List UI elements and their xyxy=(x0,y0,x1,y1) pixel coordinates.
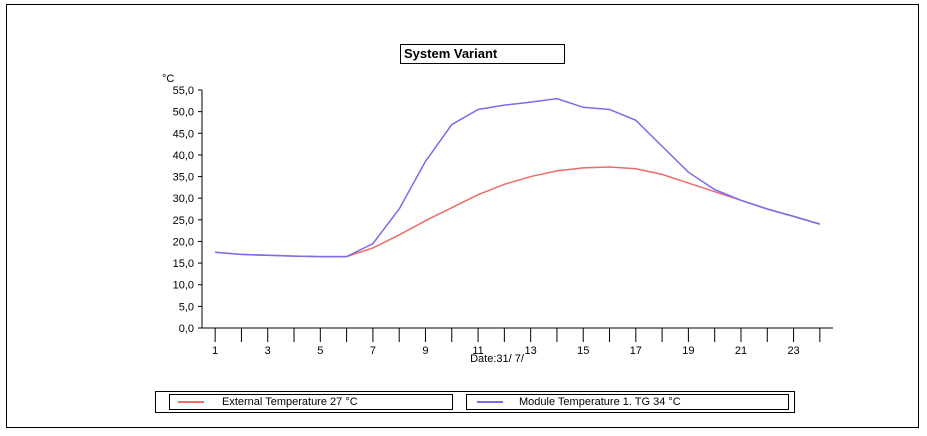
y-tick-label: 5,0 xyxy=(179,301,194,313)
x-tick-label: 1 xyxy=(212,345,218,357)
x-axis-label: Date:31/ 7/ xyxy=(470,353,525,365)
x-tick-label: 21 xyxy=(735,345,747,357)
chart-title: System Variant xyxy=(400,44,565,64)
x-tick-label: 19 xyxy=(682,345,694,357)
series-lines xyxy=(215,97,821,258)
legend-label-module: Module Temperature 1. TG 34 °C xyxy=(519,396,681,408)
legend-label-external: External Temperature 27 °C xyxy=(222,396,358,408)
y-tick-label: 35,0 xyxy=(173,172,194,184)
x-tick-label: 7 xyxy=(370,345,376,357)
y-ticks: 0,0 5,0 10,0 15,0 20,0 25,0 30,0 35,0 40,0 45,0 50… xyxy=(173,85,202,335)
y-tick-label: 10,0 xyxy=(173,280,194,292)
y-tick-label: 40,0 xyxy=(173,150,194,162)
y-tick-label: 0,0 xyxy=(179,323,194,335)
x-ticks: 1 3 5 7 9 11 13 15 17 19 21 23 xyxy=(212,328,821,357)
legend-swatch-module xyxy=(477,401,503,403)
axes xyxy=(201,90,833,329)
legend-item-external: External Temperature 27 °C xyxy=(169,394,453,410)
legend: External Temperature 27 °C Module Temper… xyxy=(155,391,795,413)
x-tick-label: 23 xyxy=(787,345,799,357)
x-tick-label: 3 xyxy=(265,345,271,357)
y-tick-label: 15,0 xyxy=(173,258,194,270)
x-tick-label: 9 xyxy=(422,345,428,357)
legend-swatch-external xyxy=(178,401,204,403)
y-tick-label: 50,0 xyxy=(173,107,194,119)
x-tick-label: 5 xyxy=(317,345,323,357)
x-tick-label: 17 xyxy=(630,345,642,357)
series-line-1 xyxy=(215,97,821,258)
y-tick-label: 20,0 xyxy=(173,236,194,248)
x-tick-label: 11 xyxy=(472,345,483,357)
y-tick-label: 55,0 xyxy=(173,85,194,97)
x-tick-label: 13 xyxy=(525,345,537,357)
chart-frame xyxy=(6,4,919,428)
y-tick-label: 45,0 xyxy=(173,128,194,140)
y-tick-label: 25,0 xyxy=(173,215,194,227)
x-tick-label: 15 xyxy=(577,345,589,357)
series-line-0 xyxy=(215,166,821,258)
y-tick-label: 30,0 xyxy=(173,193,194,205)
y-axis-label: °C xyxy=(162,73,174,85)
legend-item-module: Module Temperature 1. TG 34 °C xyxy=(466,394,789,410)
